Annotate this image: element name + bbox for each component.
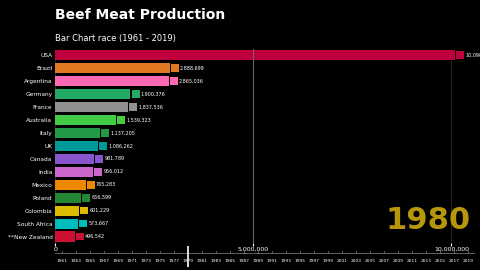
Text: 1965: 1965	[84, 259, 96, 263]
Text: 1985: 1985	[225, 259, 236, 263]
Text: 573,667: 573,667	[88, 221, 108, 226]
FancyBboxPatch shape	[171, 64, 179, 72]
Text: 2005: 2005	[365, 259, 376, 263]
Text: Beef Meat Production: Beef Meat Production	[55, 8, 226, 22]
FancyBboxPatch shape	[129, 103, 137, 111]
Text: 1,539,323: 1,539,323	[127, 117, 151, 122]
Bar	[55, 89, 131, 99]
Text: 1,137,205: 1,137,205	[110, 130, 135, 135]
Text: 1973: 1973	[141, 259, 152, 263]
Bar	[55, 218, 78, 229]
FancyBboxPatch shape	[96, 155, 103, 163]
Text: 601,229: 601,229	[89, 208, 109, 213]
Text: 2,865,036: 2,865,036	[179, 79, 204, 83]
Text: 956,012: 956,012	[103, 169, 123, 174]
Bar	[55, 141, 98, 151]
Text: 981,789: 981,789	[105, 156, 124, 161]
Text: 1995: 1995	[295, 259, 306, 263]
Bar	[55, 76, 169, 86]
FancyBboxPatch shape	[79, 220, 87, 227]
Text: 1981: 1981	[197, 259, 208, 263]
Bar	[55, 63, 169, 73]
Text: 1971: 1971	[127, 259, 138, 263]
Bar	[55, 231, 75, 242]
FancyBboxPatch shape	[132, 90, 140, 98]
Text: 1,900,376: 1,900,376	[141, 92, 166, 96]
FancyBboxPatch shape	[83, 194, 90, 201]
Text: 2009: 2009	[393, 259, 404, 263]
Text: 1993: 1993	[281, 259, 292, 263]
Bar	[55, 167, 93, 177]
Bar	[55, 128, 100, 138]
Bar	[55, 180, 85, 190]
Text: 1983: 1983	[211, 259, 222, 263]
Text: 2015: 2015	[434, 259, 446, 263]
Text: 765,283: 765,283	[96, 182, 116, 187]
Text: 2011: 2011	[407, 259, 418, 263]
FancyBboxPatch shape	[80, 207, 88, 214]
FancyBboxPatch shape	[456, 51, 464, 59]
Text: 2019: 2019	[463, 259, 474, 263]
Text: 1975: 1975	[155, 259, 166, 263]
Text: 1991: 1991	[267, 259, 278, 263]
Bar	[55, 102, 128, 112]
Text: 2013: 2013	[420, 259, 432, 263]
Text: Bar Chart race (1961 - 2019): Bar Chart race (1961 - 2019)	[55, 34, 176, 43]
Text: 496,542: 496,542	[85, 234, 105, 239]
Text: 1999: 1999	[323, 259, 334, 263]
Text: 1963: 1963	[71, 259, 82, 263]
Text: 1980: 1980	[386, 206, 471, 235]
Text: 656,599: 656,599	[92, 195, 111, 200]
Text: 1977: 1977	[168, 259, 180, 263]
Text: 2007: 2007	[379, 259, 390, 263]
FancyBboxPatch shape	[87, 181, 95, 188]
Text: 1997: 1997	[309, 259, 320, 263]
Bar	[55, 193, 81, 203]
FancyBboxPatch shape	[76, 233, 84, 240]
Text: 1969: 1969	[113, 259, 124, 263]
Text: 10,090,323: 10,090,323	[465, 53, 480, 58]
Text: 2,888,699: 2,888,699	[180, 66, 204, 70]
FancyBboxPatch shape	[99, 142, 108, 150]
Text: 1961: 1961	[57, 259, 68, 263]
Text: 1979: 1979	[183, 259, 194, 263]
FancyBboxPatch shape	[101, 129, 109, 137]
Text: 1,086,262: 1,086,262	[108, 143, 133, 148]
Bar	[55, 50, 455, 60]
FancyBboxPatch shape	[118, 116, 125, 124]
Bar	[55, 115, 116, 125]
FancyBboxPatch shape	[170, 77, 178, 85]
Text: 2017: 2017	[449, 259, 460, 263]
Text: 1,837,536: 1,837,536	[138, 104, 163, 109]
Text: 2001: 2001	[336, 259, 348, 263]
Text: 1989: 1989	[252, 259, 264, 263]
Bar	[55, 205, 79, 216]
Text: 2003: 2003	[351, 259, 362, 263]
Text: 1987: 1987	[239, 259, 250, 263]
FancyBboxPatch shape	[94, 168, 102, 176]
Text: 1967: 1967	[99, 259, 110, 263]
Bar	[55, 154, 94, 164]
